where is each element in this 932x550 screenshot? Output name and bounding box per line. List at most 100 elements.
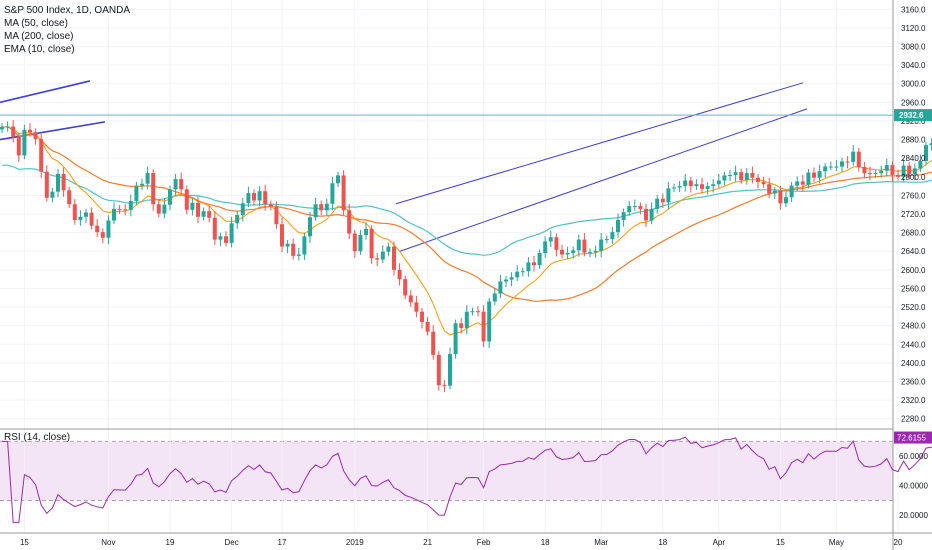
time-tick-label-9: Mar — [594, 538, 608, 547]
price-tick-label-5: 2960.0 — [901, 98, 926, 107]
legend-ema10[interactable]: EMA (10, close) — [4, 44, 75, 55]
candle-body-163 — [912, 168, 917, 174]
candle-body-127 — [711, 184, 716, 187]
candle-body-125 — [700, 184, 704, 189]
candle-body-108 — [604, 239, 609, 241]
time-tick-label-10: 18 — [658, 538, 667, 547]
candle-body-21 — [117, 208, 122, 210]
candle-body-65 — [364, 228, 368, 235]
price-tick-label-8: 2840.0 — [901, 154, 926, 163]
candle-body-142 — [795, 181, 800, 186]
candle-body-90 — [504, 279, 508, 282]
candle-body-139 — [778, 190, 783, 204]
candle-body-166 — [929, 143, 932, 146]
legend-ma200[interactable]: MA (200, close) — [4, 31, 74, 42]
candle-body-109 — [610, 232, 615, 240]
axes-group: 3160.0 3120.0 3080.0 3040.0 3000.0 2960.0 2920… — [20, 5, 932, 547]
candle-body-164 — [918, 160, 923, 169]
price-tick-label-12: 2680.0 — [901, 229, 926, 238]
candle-body-52 — [291, 243, 296, 256]
rsi-line-group — [2, 436, 932, 524]
candle-body-96 — [537, 253, 542, 266]
candle-body-78 — [436, 354, 441, 386]
candle-body-12 — [67, 190, 72, 205]
price-tick-label-20: 2360.0 — [901, 377, 926, 386]
candle-body-131 — [733, 172, 738, 175]
candle-body-151 — [845, 161, 850, 163]
candle-body-143 — [800, 181, 805, 185]
candle-body-16 — [89, 212, 94, 226]
time-tick-label-7: Feb — [477, 538, 491, 547]
candle-body-81 — [453, 323, 458, 355]
candle-body-9 — [50, 191, 55, 198]
ma200-path — [2, 164, 932, 256]
candle-body-1 — [5, 126, 10, 128]
candle-body-2 — [11, 126, 16, 137]
price-tick-label-21: 2320.0 — [901, 396, 926, 405]
candle-body-159 — [890, 165, 895, 175]
channel-lower-line[interactable] — [399, 108, 808, 252]
candle-body-111 — [621, 212, 626, 221]
trendline-lower-old[interactable] — [0, 121, 106, 141]
candle-body-46 — [257, 191, 262, 201]
last-price-badge — [894, 109, 932, 122]
price-tick-label-4: 3000.0 — [901, 80, 926, 89]
candle-body-28 — [156, 204, 161, 214]
price-tick-label-17: 2480.0 — [901, 322, 926, 331]
candle-body-132 — [739, 172, 744, 181]
price-tick-label-15: 2560.0 — [901, 284, 926, 293]
price-tick-label-18: 2440.0 — [901, 340, 926, 349]
candle-body-88 — [492, 293, 497, 302]
candle-body-69 — [386, 246, 391, 252]
candle-body-82 — [459, 323, 464, 328]
candle-body-114 — [638, 206, 643, 209]
candle-body-50 — [280, 224, 284, 247]
candle-body-86 — [481, 311, 486, 342]
channel-drawings[interactable] — [0, 80, 893, 252]
candle-body-49 — [274, 206, 279, 225]
time-tick-label-8: 18 — [541, 538, 550, 547]
rsi-legend[interactable]: RSI (14, close) — [4, 432, 71, 443]
channel-upper-line[interactable] — [395, 82, 804, 205]
candle-body-20 — [112, 208, 116, 221]
candle-body-80 — [448, 354, 452, 386]
time-tick-label-13: May — [829, 538, 844, 547]
candle-body-154 — [862, 167, 867, 174]
legend-title[interactable]: S&P 500 Index, 1D, OANDA — [4, 5, 130, 16]
candle-body-94 — [526, 262, 531, 272]
candle-body-30 — [168, 189, 172, 205]
time-tick-label-2: 19 — [166, 538, 175, 547]
price-tick-label-11: 2720.0 — [901, 210, 926, 219]
candle-body-130 — [728, 174, 732, 176]
candle-body-68 — [380, 251, 385, 260]
candle-body-42 — [235, 214, 240, 224]
trendline-upper-old[interactable] — [0, 80, 91, 104]
candle-body-13 — [72, 204, 77, 221]
candles-group — [0, 120, 932, 393]
candle-body-44 — [246, 193, 251, 204]
legend-ma50[interactable]: MA (50, close) — [4, 18, 68, 29]
price-tick-label-7: 2880.0 — [901, 136, 926, 145]
price-tick-label-3: 3040.0 — [901, 61, 926, 70]
price-tick-label-16: 2520.0 — [901, 303, 926, 312]
candle-body-118 — [660, 198, 665, 203]
candle-body-98 — [548, 237, 553, 242]
candle-body-117 — [655, 198, 660, 209]
price-tick-label-22: 2280.0 — [901, 415, 926, 424]
rsi-tick-label-1: 40.0000 — [899, 482, 928, 491]
candle-body-19 — [106, 220, 111, 238]
candle-body-63 — [352, 233, 357, 252]
candle-body-133 — [744, 173, 749, 181]
last-price-label: 2932.6 — [899, 111, 924, 120]
candle-body-43 — [240, 203, 245, 215]
candle-body-39 — [218, 236, 223, 240]
candle-body-161 — [901, 165, 906, 177]
candle-body-3 — [16, 136, 21, 156]
candle-body-4 — [22, 129, 27, 156]
time-tick-label-5: 2019 — [346, 538, 364, 547]
candle-body-10 — [56, 173, 60, 192]
candle-body-137 — [767, 184, 772, 194]
candle-body-103 — [576, 239, 581, 251]
candle-body-75 — [420, 311, 424, 322]
